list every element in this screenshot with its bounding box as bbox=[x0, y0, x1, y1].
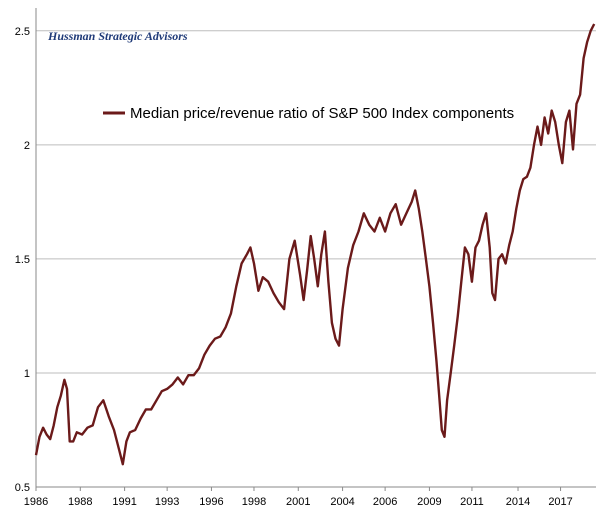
y-tick-label: 1.5 bbox=[15, 254, 30, 266]
x-tick-label: 2009 bbox=[417, 496, 441, 508]
axes bbox=[35, 8, 596, 491]
x-tick-label: 1988 bbox=[68, 496, 92, 508]
y-tick-label: 0.5 bbox=[15, 482, 30, 494]
x-tick-label: 2017 bbox=[548, 496, 572, 508]
x-tick-label: 1991 bbox=[112, 496, 136, 508]
legend-label: Median price/revenue ratio of S&P 500 In… bbox=[130, 105, 514, 122]
x-tick-label: 1993 bbox=[155, 496, 179, 508]
x-tick-label: 1998 bbox=[242, 496, 266, 508]
x-tick-label: 2011 bbox=[460, 496, 484, 508]
y-tick-label: 1 bbox=[24, 368, 30, 380]
x-tick-label: 1986 bbox=[24, 496, 48, 508]
legend: Median price/revenue ratio of S&P 500 In… bbox=[103, 105, 514, 122]
x-tick-label: 2006 bbox=[373, 496, 397, 508]
x-tick-label: 2004 bbox=[330, 496, 354, 508]
y-tick-label: 2.5 bbox=[15, 26, 30, 38]
x-tick-label: 1996 bbox=[199, 496, 223, 508]
y-tick-label: 2 bbox=[24, 140, 30, 152]
x-tick-label: 2014 bbox=[506, 496, 530, 508]
watermark-label: Hussman Strategic Advisors bbox=[47, 29, 188, 43]
series-lines bbox=[34, 23, 596, 466]
y-tick-labels: 0.5 1 1.5 2 2.5 bbox=[15, 26, 30, 494]
x-tick-label: 2001 bbox=[286, 496, 310, 508]
x-tick-labels: 1986 1988 1991 1993 1996 1998 2001 2004 2006 2009… bbox=[24, 496, 573, 508]
gridlines bbox=[36, 30, 596, 374]
series-line bbox=[34, 23, 596, 466]
